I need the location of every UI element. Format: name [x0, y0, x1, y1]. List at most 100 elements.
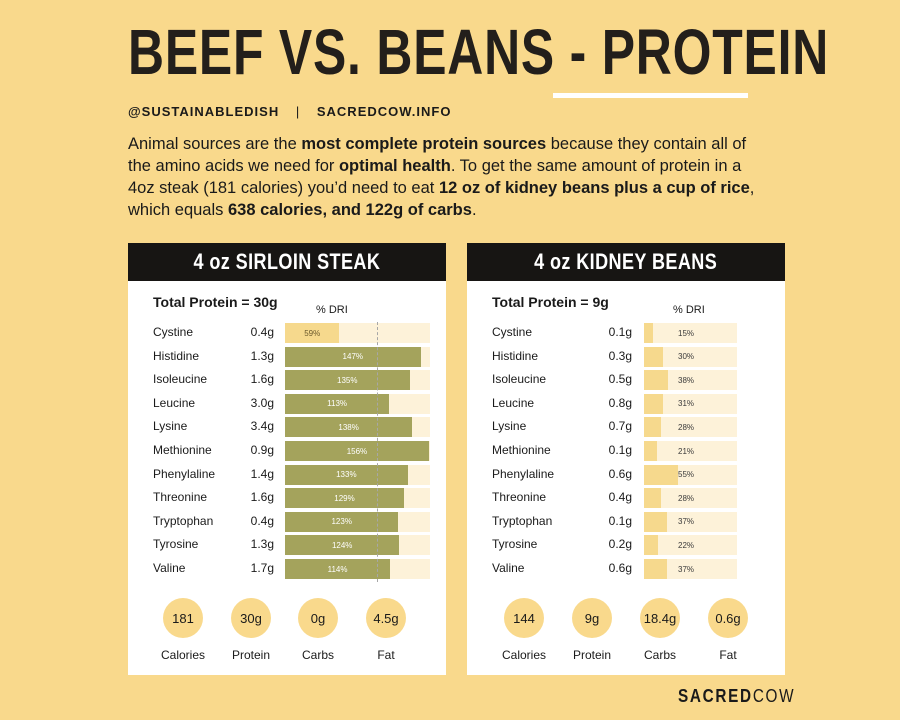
amino-grams: 0.4g — [250, 325, 274, 339]
dri-bar: 123% — [285, 511, 399, 532]
amino-row: Phenylaline 0.6g 55% — [467, 464, 785, 486]
beans-dri-label: % DRI — [673, 304, 705, 316]
dri-bar — [644, 346, 663, 367]
amino-grams: 1.6g — [250, 372, 274, 387]
handle-separator: | — [295, 104, 301, 119]
dri-bar — [644, 511, 667, 532]
amino-grams: 0.1g — [608, 443, 632, 457]
amino-grams: 0.8g — [608, 395, 632, 410]
amino-name: Valine — [492, 561, 525, 575]
amino-name: Histidine — [492, 348, 539, 363]
amino-row: Leucine 3.0g 113% — [128, 393, 446, 415]
amino-grams: 3.0g — [250, 395, 274, 410]
amino-row: Threonine 1.6g 129% — [128, 487, 446, 509]
stat-value-circle: 30g — [231, 598, 271, 638]
amino-name: Lysine — [153, 419, 188, 434]
amino-row: Lysine 3.4g 138% — [128, 416, 446, 438]
amino-name: Tryptophan — [153, 513, 214, 528]
amino-name: Tyrosine — [153, 537, 199, 552]
amino-name: Isoleucine — [153, 372, 208, 387]
dri-track: 123% — [285, 511, 430, 532]
amino-row: Threonine 0.4g 28% — [467, 487, 785, 509]
stat-label: Carbs — [643, 648, 676, 662]
dri-track: 147% — [285, 346, 430, 367]
amino-row: Histidine 1.3g 147% — [128, 346, 446, 368]
amino-name: Phenylaline — [492, 466, 555, 481]
dri-percent-label: 28% — [678, 422, 695, 432]
beans-card: 4 oz KIDNEY BEANS Total Protein = 9g % D… — [467, 243, 785, 675]
source-handles: @SUSTAINABLEDISH | SACREDCOW.INFO — [128, 104, 451, 119]
dri-track: 124% — [285, 535, 430, 556]
stat-value-circle: 181 — [163, 598, 203, 638]
steak-nutrition-stats: 181 Calories 30g Protein 0g Carbs 4.5g Fat — [128, 598, 446, 668]
nutrition-stat: 9g Protein — [557, 598, 627, 662]
dri-bar: 113% — [285, 393, 390, 414]
dri-track: 55% — [644, 464, 737, 485]
amino-row: Valine 1.7g 114% — [128, 558, 446, 580]
amino-grams: 0.6g — [608, 561, 632, 575]
stat-label: Calories — [501, 648, 546, 662]
dri-bar: 124% — [285, 535, 400, 556]
amino-row: Cystine 0.1g 15% — [467, 322, 785, 344]
dri-track: 22% — [644, 535, 737, 556]
dri-percent-label: 55% — [678, 470, 695, 480]
nutrition-stat: 181 Calories — [148, 598, 218, 662]
stat-label: Protein — [231, 648, 271, 662]
amino-row: Lysine 0.7g 28% — [467, 416, 785, 438]
amino-row: Leucine 0.8g 31% — [467, 393, 785, 415]
amino-grams: 0.2g — [608, 537, 632, 552]
amino-name: Methionine — [153, 443, 212, 457]
dri-track: 28% — [644, 417, 737, 438]
dri-track: 138% — [285, 417, 430, 438]
amino-grams: 1.7g — [250, 561, 274, 575]
amino-row: Methionine 0.9g 156% — [128, 440, 446, 462]
amino-row: Phenylaline 1.4g 133% — [128, 464, 446, 486]
dri-bar: 133% — [285, 464, 408, 485]
intro-paragraph: Animal sources are the most complete pro… — [128, 135, 755, 219]
dri-percent-label: 15% — [678, 328, 695, 338]
stat-value-circle: 4.5g — [366, 598, 406, 638]
amino-name: Leucine — [153, 395, 196, 410]
amino-name: Isoleucine — [492, 372, 547, 387]
steak-dri-label: % DRI — [316, 304, 348, 316]
amino-grams: 0.1g — [608, 513, 632, 528]
amino-name: Tyrosine — [492, 537, 538, 552]
amino-name: Phenylaline — [153, 466, 216, 481]
dri-bar — [644, 370, 668, 391]
stat-label: Calories — [160, 648, 205, 662]
nutrition-stat: 144 Calories — [489, 598, 559, 662]
dri-bar: 114% — [285, 559, 391, 579]
dri-track: 135% — [285, 370, 430, 391]
stat-label: Fat — [377, 648, 395, 662]
dri-track: 28% — [644, 488, 737, 509]
amino-grams: 1.4g — [250, 466, 274, 481]
dri-track: 37% — [644, 511, 737, 532]
amino-row: Isoleucine 1.6g 135% — [128, 369, 446, 391]
dri-percent-label: 30% — [678, 352, 695, 362]
stat-value-circle: 0.6g — [708, 598, 748, 638]
dri-bar — [644, 535, 658, 556]
beans-total-protein: Total Protein = 9g — [492, 294, 609, 310]
dri-track: 38% — [644, 370, 737, 391]
amino-row: Tryptophan 0.4g 123% — [128, 511, 446, 533]
amino-row: Histidine 0.3g 30% — [467, 346, 785, 368]
dri-track: 30% — [644, 346, 737, 367]
beans-nutrition-stats: 144 Calories 9g Protein 18.4g Carbs 0.6g Fat — [467, 598, 785, 668]
stat-label: Carbs — [301, 648, 334, 662]
dri-bar — [644, 323, 654, 343]
dri-percent-label: 37% — [678, 517, 695, 527]
amino-grams: 0.3g — [608, 348, 632, 363]
dri-percent-label: 21% — [678, 446, 695, 456]
nutrition-stat: 30g Protein — [216, 598, 286, 662]
amino-grams: 1.3g — [250, 348, 274, 363]
dri-track: 133% — [285, 464, 430, 485]
amino-name: Valine — [153, 561, 186, 575]
nutrition-stat: 4.5g Fat — [351, 598, 421, 662]
steak-total-protein: Total Protein = 30g — [153, 294, 278, 310]
amino-grams: 0.7g — [608, 419, 632, 434]
dri-percent-label: 22% — [678, 540, 695, 550]
amino-name: Threonine — [153, 490, 208, 505]
amino-row: Isoleucine 0.5g 38% — [467, 369, 785, 391]
amino-name: Threonine — [492, 490, 547, 505]
stat-value-circle: 9g — [572, 598, 612, 638]
